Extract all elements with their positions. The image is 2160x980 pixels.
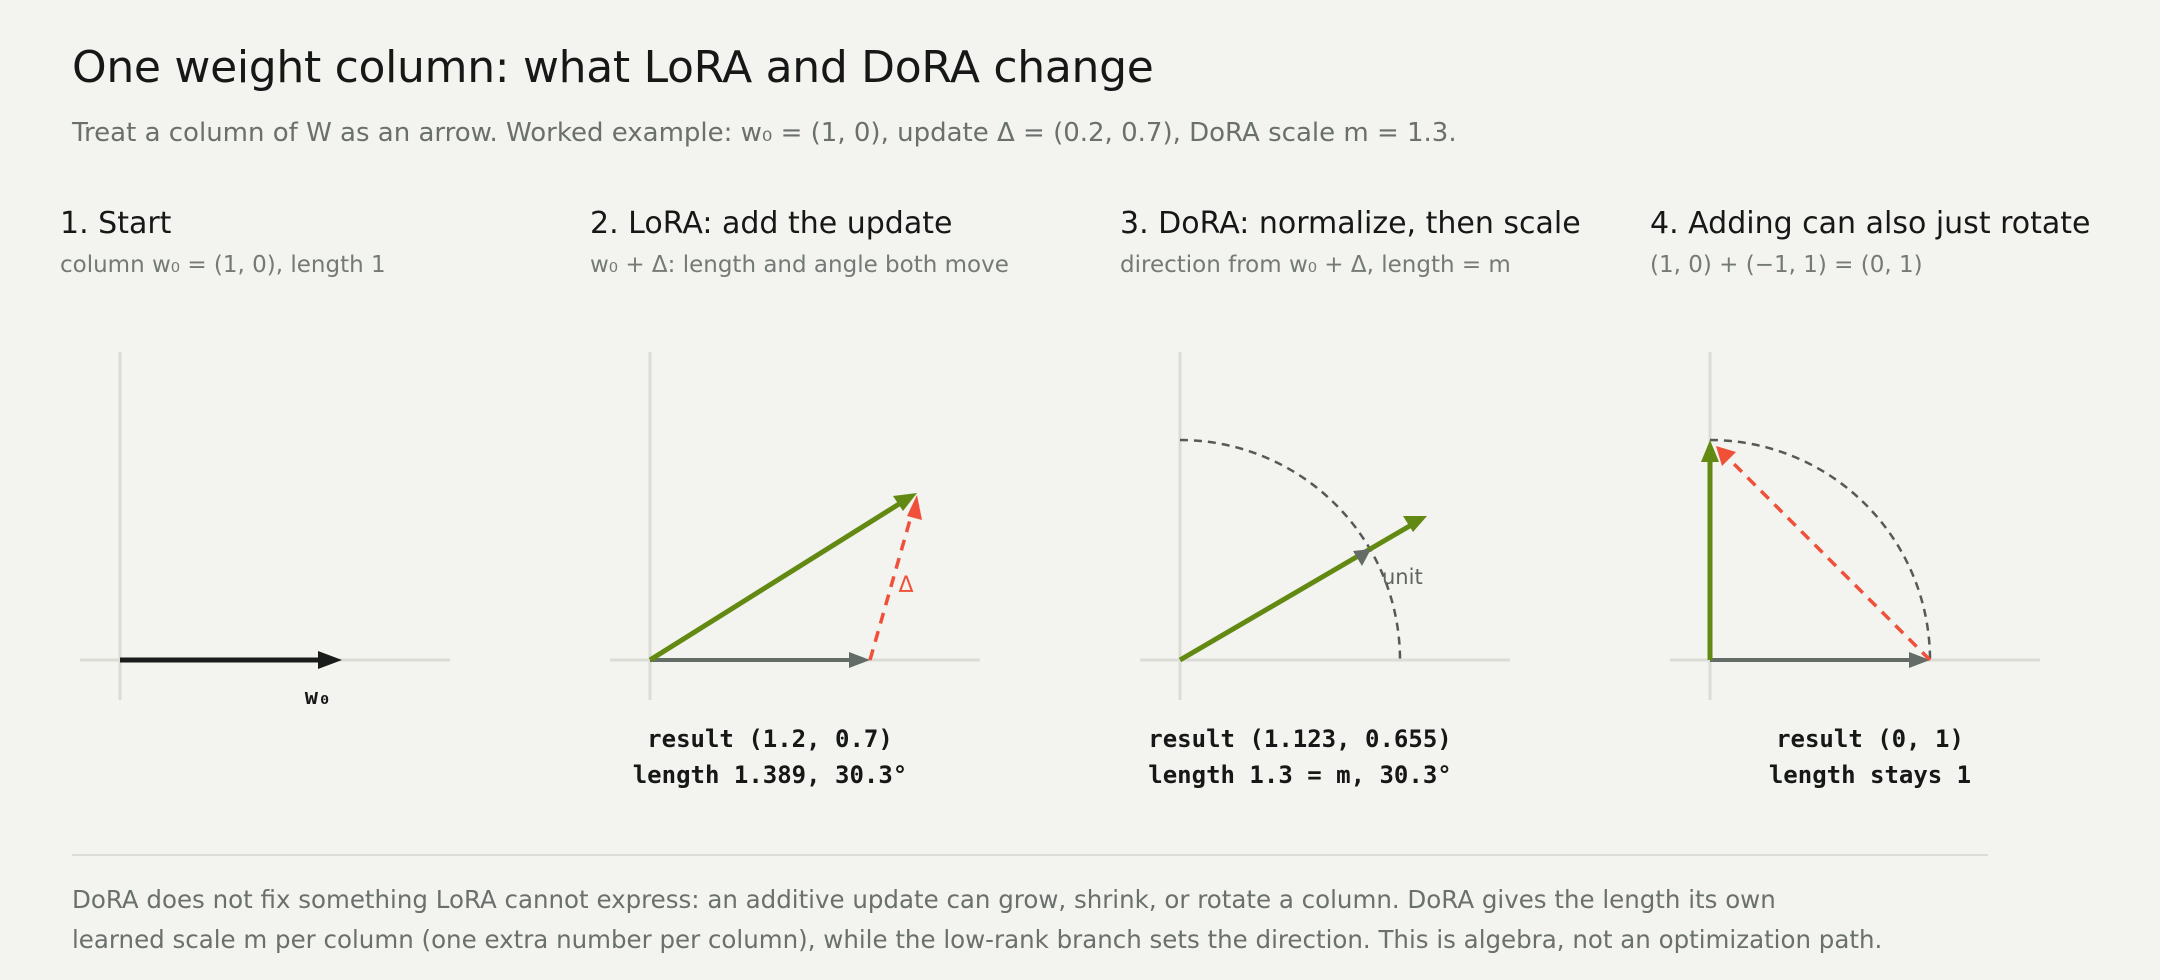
vector-diagram: result (0, 1) length stays 1 [1670,352,2040,789]
footer-divider [72,854,1988,856]
vector-diagram: Δ result (1.2, 0.7) length 1.389, 30.3° [610,352,980,789]
lora-result-arrowhead [893,493,917,511]
vector-diagram: unit result (1.123, 0.655) length 1.3 = … [1140,352,1510,789]
panel-dora: 3. DoRA: normalize, then scale direction… [1120,200,1620,820]
delta-vector [868,512,914,661]
delta-arrowhead [1716,446,1736,466]
unit-direction-arrowhead [1353,549,1371,566]
panel-caption: direction from w₀ + Δ, length = m [1120,252,1511,278]
delta-vector [1722,452,1932,662]
result-length-angle: length 1.389, 30.3° [633,761,908,789]
w0-arrowhead [318,651,342,669]
page-title: One weight column: what LoRA and DoRA ch… [72,42,1154,93]
vector-diagram: w₀ [80,352,450,710]
dora-result-vector [1178,521,1415,663]
unit-label: unit [1382,565,1423,589]
footer-line: learned scale m per column (one extra nu… [72,925,1883,954]
dora-result-arrowhead [1403,516,1427,532]
panel-title: 3. DoRA: normalize, then scale [1120,206,1581,241]
panel-title: 2. LoRA: add the update [590,206,953,241]
delta-arrowhead [907,495,922,520]
page-subtitle: Treat a column of W as an arrow. Worked … [72,118,1457,148]
unit-circle-arc [1709,438,1932,661]
result-coordinates: result (1.123, 0.655) [1148,725,1451,753]
panel-lora: 2. LoRA: add the update w₀ + Δ: length a… [590,200,1090,820]
rotated-result-arrowhead [1701,440,1719,462]
delta-label: Δ [898,573,913,598]
panel-start: 1. Start column w₀ = (1, 0), length 1 w₀ [60,200,560,820]
result-length-angle: length 1.3 = m, 30.3° [1148,761,1451,789]
panel-caption: w₀ + Δ: length and angle both move [590,252,1009,278]
w0-arrowhead [1909,652,1930,668]
result-length-angle: length stays 1 [1769,761,1971,789]
panel-rotate: 4. Adding can also just rotate (1, 0) + … [1650,200,2150,820]
unit-circle-arc [1179,438,1402,661]
lora-result-vector [648,501,901,663]
footer-line: DoRA does not fix something LoRA cannot … [72,885,1776,914]
w0-label: w₀ [305,685,332,710]
panel-title: 1. Start [60,206,172,241]
result-coordinates: result (1.2, 0.7) [647,725,893,753]
w0-arrowhead [849,652,870,668]
panel-title: 4. Adding can also just rotate [1650,206,2091,241]
panel-caption: column w₀ = (1, 0), length 1 [60,252,386,278]
footer-note: DoRA does not fix something LoRA cannot … [72,880,1972,960]
panel-caption: (1, 0) + (−1, 1) = (0, 1) [1650,252,1923,278]
result-coordinates: result (0, 1) [1776,725,1964,753]
